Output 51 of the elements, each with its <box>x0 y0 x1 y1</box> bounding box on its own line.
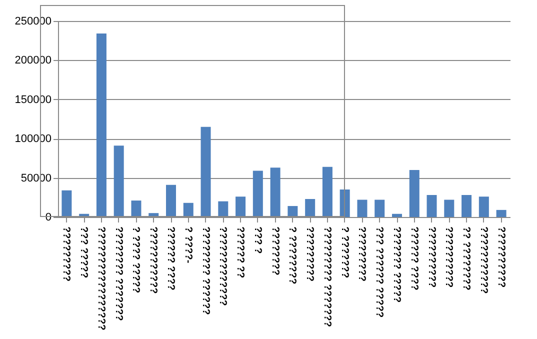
x-tick-label: ?????????? <box>443 226 454 288</box>
bar <box>236 196 246 217</box>
bar <box>426 195 437 217</box>
bar <box>444 200 454 217</box>
x-tick-label: ?????? ???? <box>408 226 420 290</box>
x-tick-label: ??? ?????? ????? <box>374 226 385 318</box>
x-tick-label: ??? ? <box>252 226 263 254</box>
bar <box>183 202 194 217</box>
bar <box>218 201 228 217</box>
bar <box>357 200 368 217</box>
x-tick-label: ????????? <box>60 226 72 282</box>
y-tick-label: 200000 <box>14 54 52 67</box>
x-tick-label: ?????????? <box>426 226 437 288</box>
bar <box>496 210 506 217</box>
x-tick-label: ????????? <box>356 226 368 282</box>
x-tick-label: ???????? ?????? <box>200 226 211 315</box>
x-tick-label: ???????? ??????? <box>112 226 124 321</box>
x-tick-label: ?????? ???? <box>165 226 176 290</box>
bar <box>200 126 211 217</box>
bar <box>96 34 106 217</box>
x-tick-label: ????????? ??????? <box>321 226 332 328</box>
bar <box>409 170 420 217</box>
x-tick-label: ? ????- <box>182 226 194 264</box>
bar <box>374 200 385 217</box>
x-tick-label: ?? ???????? <box>460 226 472 290</box>
bar <box>392 214 402 217</box>
bar <box>270 168 280 217</box>
x-tick-label: ??????? ????? <box>391 226 402 303</box>
x-tick-label: ????????? <box>304 226 316 282</box>
x-tick-label: ??????????? <box>478 226 489 294</box>
bar <box>305 198 316 217</box>
x-tick-label: ?????? ?? <box>234 226 246 278</box>
bar <box>131 200 142 217</box>
bar <box>462 195 472 217</box>
x-tick-label: ??? ????? <box>78 226 90 278</box>
x-tick-label: ????????????????? <box>95 226 106 330</box>
x-tick-label: ?????????? <box>495 226 506 288</box>
x-tick-label: ? ???? ????? <box>130 226 142 294</box>
bar <box>288 206 298 217</box>
x-tick-label: ??????????? <box>148 226 159 294</box>
bar <box>478 196 489 217</box>
x-tick-label: ? ??????? <box>338 226 350 278</box>
y-tick-label: 100000 <box>14 133 52 146</box>
bar <box>114 146 124 217</box>
bar <box>62 190 72 217</box>
x-tick-label: ? ???????? <box>286 226 298 284</box>
bar <box>252 170 263 217</box>
bar <box>322 166 332 217</box>
x-tick-label: ???????? <box>269 226 280 276</box>
x-tick-label: ????????????? <box>217 226 228 306</box>
bar <box>166 184 176 217</box>
